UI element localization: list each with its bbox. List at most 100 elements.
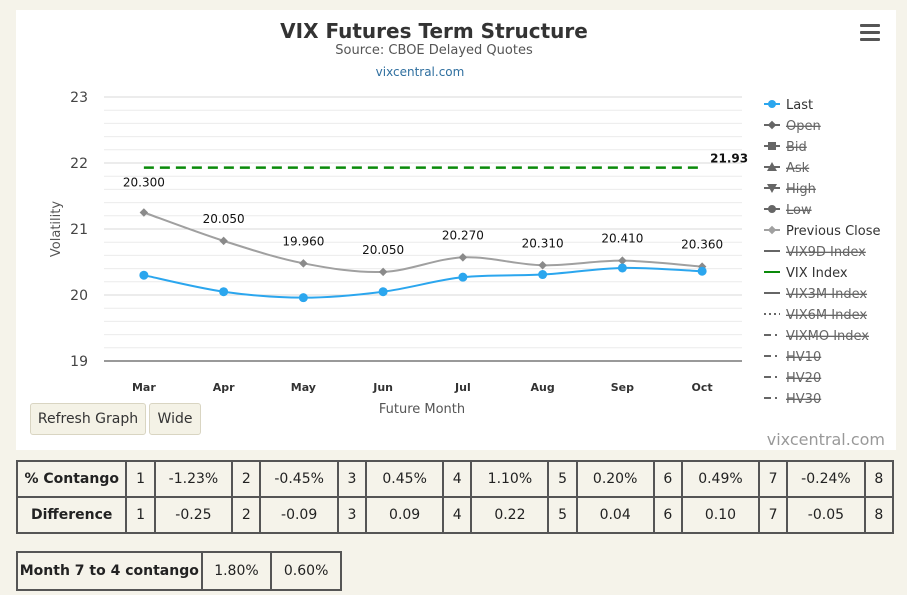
- hamburger-icon[interactable]: [860, 24, 880, 42]
- month-contango-table: Month 7 to 4 contango 1.80% 0.60%: [16, 551, 342, 591]
- value-cell: -0.05: [786, 496, 866, 534]
- last-point: [298, 293, 308, 303]
- legend-item-bid-marker: [768, 142, 776, 150]
- value-cell: -0.25: [153, 496, 234, 534]
- chart-subtitle: Source: CBOE Delayed Quotes: [335, 43, 533, 58]
- last-data-label: 20.300: [123, 176, 165, 190]
- legend-item-high[interactable]: High: [786, 182, 816, 197]
- month-number-cell: 2: [231, 496, 262, 534]
- month-number-cell: 4: [442, 460, 473, 498]
- month-contango-row: Month 7 to 4 contango 1.80% 0.60%: [16, 551, 342, 591]
- x-axis-label: Future Month: [379, 402, 465, 417]
- last-point: [139, 270, 149, 280]
- y-tick-label: 20: [70, 288, 88, 304]
- wide-button[interactable]: Wide: [149, 403, 201, 435]
- value-cell: 0.20%: [575, 460, 655, 498]
- value-cell: -0.24%: [786, 460, 866, 498]
- legend-item-low[interactable]: Low: [786, 203, 812, 218]
- legend-item-previous-close[interactable]: Previous Close: [786, 224, 881, 239]
- x-tick-label: Jun: [372, 381, 393, 394]
- legend-item-vixmo-index[interactable]: VIXMO Index: [786, 329, 869, 344]
- value-cell: 0.22: [470, 496, 550, 534]
- contango-table: % Contango 1 -1.23% 2 -0.45% 3 0.45% 4 1.10% 5 0.2…: [15, 460, 895, 534]
- y-tick-label: 23: [70, 90, 88, 106]
- legend-item-ask[interactable]: Ask: [786, 161, 810, 176]
- previous-close-point: [299, 259, 308, 268]
- y-tick-label: 19: [70, 354, 88, 370]
- legend-item-vix6m-index[interactable]: VIX6M Index: [786, 308, 867, 323]
- x-tick-label: Apr: [213, 381, 235, 394]
- last-data-label: 20.360: [681, 238, 723, 252]
- last-data-label: 20.050: [362, 243, 404, 257]
- chart-title: VIX Futures Term Structure: [280, 19, 588, 43]
- value-cell: 1.10%: [470, 460, 550, 498]
- last-point: [697, 266, 707, 276]
- legend-item-vix-index[interactable]: VIX Index: [786, 266, 848, 281]
- value-cell: -1.23%: [153, 460, 234, 498]
- x-tick-label: Mar: [132, 381, 156, 394]
- month-number-cell: 8: [863, 460, 895, 498]
- legend-item-hv10[interactable]: HV10: [786, 350, 821, 365]
- x-tick-label: Sep: [611, 381, 634, 394]
- legend-item-bid[interactable]: Bid: [786, 140, 807, 155]
- value-cell: 0.10: [680, 496, 760, 534]
- legend-item-last[interactable]: Last: [786, 98, 813, 113]
- legend-item-open-marker: [767, 120, 777, 130]
- month-contango-value: 1.80%: [200, 551, 273, 591]
- chart-link[interactable]: vixcentral.com: [376, 65, 465, 79]
- y-axis-label: Volatility: [49, 201, 64, 257]
- refresh-graph-button[interactable]: Refresh Graph: [30, 403, 146, 435]
- month-number-cell: 1: [125, 496, 156, 534]
- legend-item-vix9d-index[interactable]: VIX9D Index: [786, 245, 866, 260]
- legend-item-previous-close-marker: [767, 225, 777, 235]
- last-data-label: 20.270: [442, 228, 484, 242]
- table-row: Difference 1 -0.25 2 -0.09 3 0.09 4 0.22 5 0.04 6 0.…: [15, 496, 895, 534]
- month-contango-value: 0.60%: [270, 551, 342, 591]
- row-label: % Contango: [15, 460, 128, 498]
- legend-item-open[interactable]: Open: [786, 119, 821, 134]
- value-cell: 0.49%: [680, 460, 760, 498]
- legend-item-hv30[interactable]: HV30: [786, 392, 821, 407]
- legend-item-last-marker: [768, 100, 776, 108]
- previous-close-point: [219, 236, 228, 246]
- last-point: [219, 287, 229, 297]
- month-number-cell: 3: [336, 496, 368, 534]
- legend-item-hv20[interactable]: HV20: [786, 371, 821, 386]
- vix-index-end-label: 21.93: [710, 152, 748, 166]
- month-number-cell: 5: [547, 496, 578, 534]
- y-tick-label: 22: [70, 156, 88, 172]
- value-cell: 0.45%: [365, 460, 445, 498]
- x-tick-label: Jul: [454, 381, 471, 394]
- month-number-cell: 8: [863, 496, 895, 534]
- legend-item-ask-marker: [767, 162, 777, 171]
- month-number-cell: 3: [336, 460, 368, 498]
- last-point: [538, 270, 548, 280]
- last-point: [378, 287, 388, 297]
- credit-text[interactable]: vixcentral.com: [766, 430, 885, 449]
- value-cell: -0.09: [259, 496, 339, 534]
- chart-panel: VIX Futures Term Structure Source: CBOE D…: [16, 10, 896, 450]
- month-number-cell: 6: [652, 460, 683, 498]
- last-data-label: 19.960: [282, 234, 324, 248]
- x-tick-label: Oct: [692, 381, 713, 394]
- previous-close-point: [378, 267, 388, 277]
- previous-close-point: [618, 256, 627, 265]
- month-contango-label: Month 7 to 4 contango: [16, 551, 203, 591]
- month-number-cell: 7: [757, 460, 789, 498]
- month-number-cell: 7: [757, 496, 789, 534]
- table-row: % Contango 1 -1.23% 2 -0.45% 3 0.45% 4 1.10% 5 0.2…: [15, 460, 895, 498]
- legend-item-low-marker: [768, 205, 776, 213]
- month-number-cell: 6: [652, 496, 683, 534]
- month-number-cell: 2: [231, 460, 262, 498]
- last-data-label: 20.310: [522, 236, 564, 250]
- previous-close-point: [139, 208, 149, 217]
- x-tick-label: Aug: [531, 381, 555, 394]
- month-number-cell: 4: [442, 496, 473, 534]
- value-cell: -0.45%: [259, 460, 339, 498]
- y-tick-label: 21: [70, 222, 88, 238]
- row-label: Difference: [15, 496, 128, 534]
- month-number-cell: 1: [125, 460, 156, 498]
- month-number-cell: 5: [547, 460, 578, 498]
- legend-item-vix3m-index[interactable]: VIX3M Index: [786, 287, 867, 302]
